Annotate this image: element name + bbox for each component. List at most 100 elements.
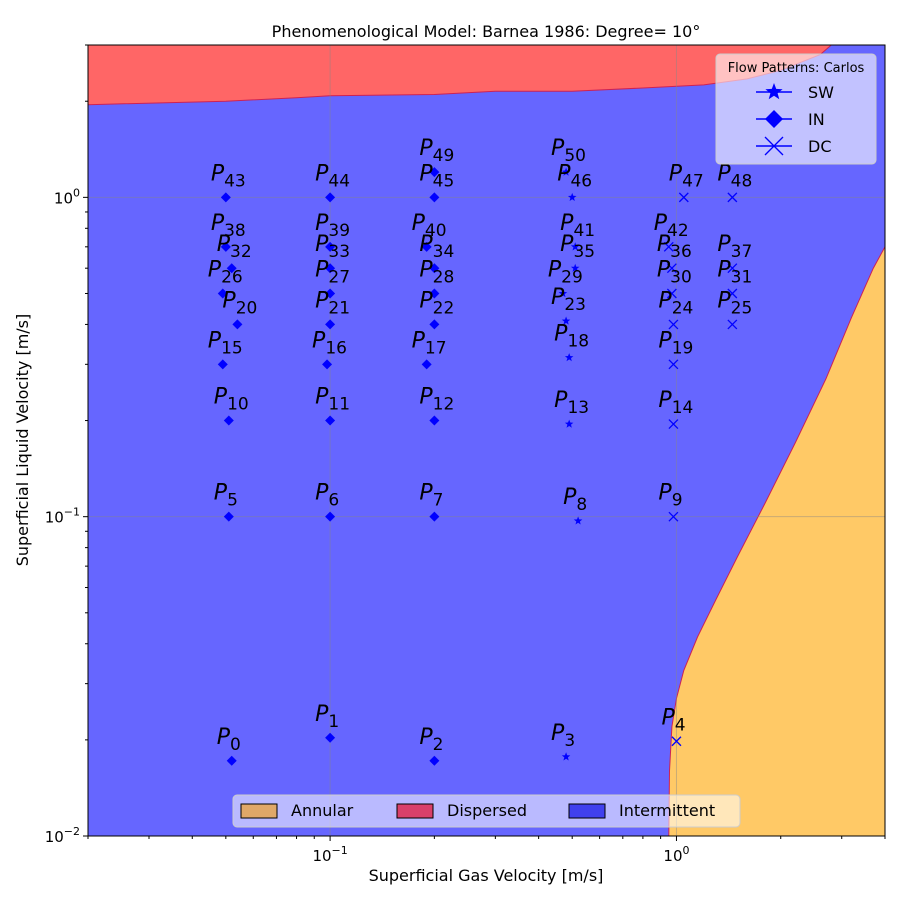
svg-text:SW: SW — [808, 83, 834, 102]
point-label-17: P17 — [412, 328, 447, 358]
y-tick-label: 10−1 — [45, 506, 80, 527]
region-dispersed — [88, 45, 885, 106]
point-label-42: P42 — [654, 211, 689, 241]
point-label-6: P6 — [315, 481, 339, 511]
data-point-24 — [668, 319, 679, 330]
point-label-35: P35 — [560, 232, 595, 262]
data-point-30 — [666, 288, 677, 299]
data-point-26 — [217, 288, 228, 299]
point-label-26: P26 — [208, 257, 243, 287]
data-point-5 — [223, 511, 234, 522]
data-point-14 — [668, 419, 679, 430]
data-point-22 — [429, 319, 440, 330]
data-point-6 — [325, 511, 336, 522]
point-label-38: P38 — [211, 211, 246, 241]
marker-legend-title: Flow Patterns: Carlos — [728, 61, 865, 76]
data-point-21 — [325, 319, 336, 330]
point-label-28: P28 — [419, 257, 454, 287]
data-point-28 — [429, 288, 440, 299]
data-point-33 — [325, 263, 336, 274]
y-tick-label: 10−2 — [45, 825, 80, 846]
point-label-3: P3 — [551, 721, 575, 751]
point-label-44: P44 — [315, 161, 350, 191]
svg-text:Dispersed: Dispersed — [447, 801, 527, 820]
point-label-5: P5 — [214, 481, 238, 511]
data-point-16 — [322, 359, 333, 370]
point-label-20: P20 — [222, 288, 257, 318]
region-legend: Annular Dispersed Intermittent — [232, 794, 741, 828]
data-point-43 — [220, 192, 231, 203]
data-point-23 — [561, 316, 571, 325]
region-legend-entry-dispersed: Dispersed — [396, 801, 527, 820]
point-label-32: P32 — [217, 232, 252, 262]
marker-legend-box — [715, 53, 877, 165]
point-label-14: P14 — [658, 388, 693, 418]
data-point-4 — [671, 736, 682, 747]
point-label-24: P24 — [658, 288, 693, 318]
region-annular — [668, 246, 885, 836]
point-label-12: P12 — [419, 385, 454, 415]
data-point-29 — [558, 289, 568, 298]
point-label-10: P10 — [214, 385, 249, 415]
chart-title: Phenomenological Model: Barnea 1986: Deg… — [272, 22, 701, 41]
axis-ticks: 10−1 100 10−2 10−1 100 — [45, 44, 886, 865]
region-legend-entry-annular: Annular — [240, 801, 354, 820]
point-label-40: P40 — [412, 211, 447, 241]
data-point-8 — [573, 516, 583, 525]
point-label-1: P1 — [315, 702, 339, 732]
point-label-19: P19 — [658, 328, 693, 358]
x-tick-label: 10−1 — [312, 844, 347, 865]
data-point-41 — [570, 242, 580, 251]
data-point-38 — [220, 241, 231, 252]
point-label-31: P31 — [717, 257, 752, 287]
point-label-46: P46 — [557, 161, 592, 191]
data-points — [217, 167, 738, 766]
svg-text:Intermittent: Intermittent — [619, 801, 715, 820]
data-point-10 — [223, 415, 234, 426]
point-label-30: P30 — [657, 257, 692, 287]
data-point-12 — [429, 415, 440, 426]
data-point-45 — [429, 192, 440, 203]
point-label-49: P49 — [419, 136, 454, 166]
point-label-21: P21 — [315, 288, 350, 318]
data-point-18 — [564, 353, 574, 362]
svg-text:IN: IN — [808, 110, 825, 129]
data-point-25 — [727, 319, 738, 330]
svg-text:Annular: Annular — [291, 801, 354, 820]
point-label-50: P50 — [551, 136, 586, 166]
point-label-36: P36 — [657, 232, 692, 262]
region-legend-entry-intermittent: Intermittent — [568, 801, 715, 820]
data-point-7 — [429, 511, 440, 522]
point-label-15: P15 — [208, 328, 243, 358]
data-point-40 — [421, 241, 432, 252]
point-label-34: P34 — [419, 232, 454, 262]
data-point-2 — [429, 755, 440, 766]
y-tick-label: 100 — [54, 186, 80, 207]
data-point-32 — [226, 263, 237, 274]
data-point-27 — [325, 288, 336, 299]
point-label-25: P25 — [717, 288, 752, 318]
data-point-3 — [561, 752, 571, 761]
point-label-41: P41 — [560, 211, 595, 241]
data-point-48 — [727, 192, 738, 203]
point-label-2: P2 — [419, 725, 443, 755]
marker-legend-entry-sw: SW — [756, 83, 834, 102]
y-axis-label: Superficial Liquid Velocity [m/s] — [13, 314, 32, 567]
marker-legend: Flow Patterns: Carlos SW IN DC — [715, 53, 877, 165]
x-axis-label: Superficial Gas Velocity [m/s] — [369, 866, 604, 885]
region-legend-box — [232, 794, 741, 828]
data-point-34 — [429, 263, 440, 274]
data-point-15 — [217, 359, 228, 370]
point-label-18: P18 — [554, 322, 589, 352]
point-label-37: P37 — [717, 232, 752, 262]
data-point-49 — [429, 167, 440, 178]
data-point-0 — [226, 755, 237, 766]
point-label-33: P33 — [315, 232, 350, 262]
point-label-43: P43 — [211, 161, 246, 191]
point-label-8: P8 — [563, 485, 587, 515]
point-label-39: P39 — [315, 211, 350, 241]
point-label-9: P9 — [658, 481, 682, 511]
point-labels: P0 P1 P2 P3 P4 P5 P6 P7 P8 P9 P10 P11 P12 P13 P14 P15 P1… — [208, 136, 752, 755]
data-point-13 — [564, 419, 574, 428]
